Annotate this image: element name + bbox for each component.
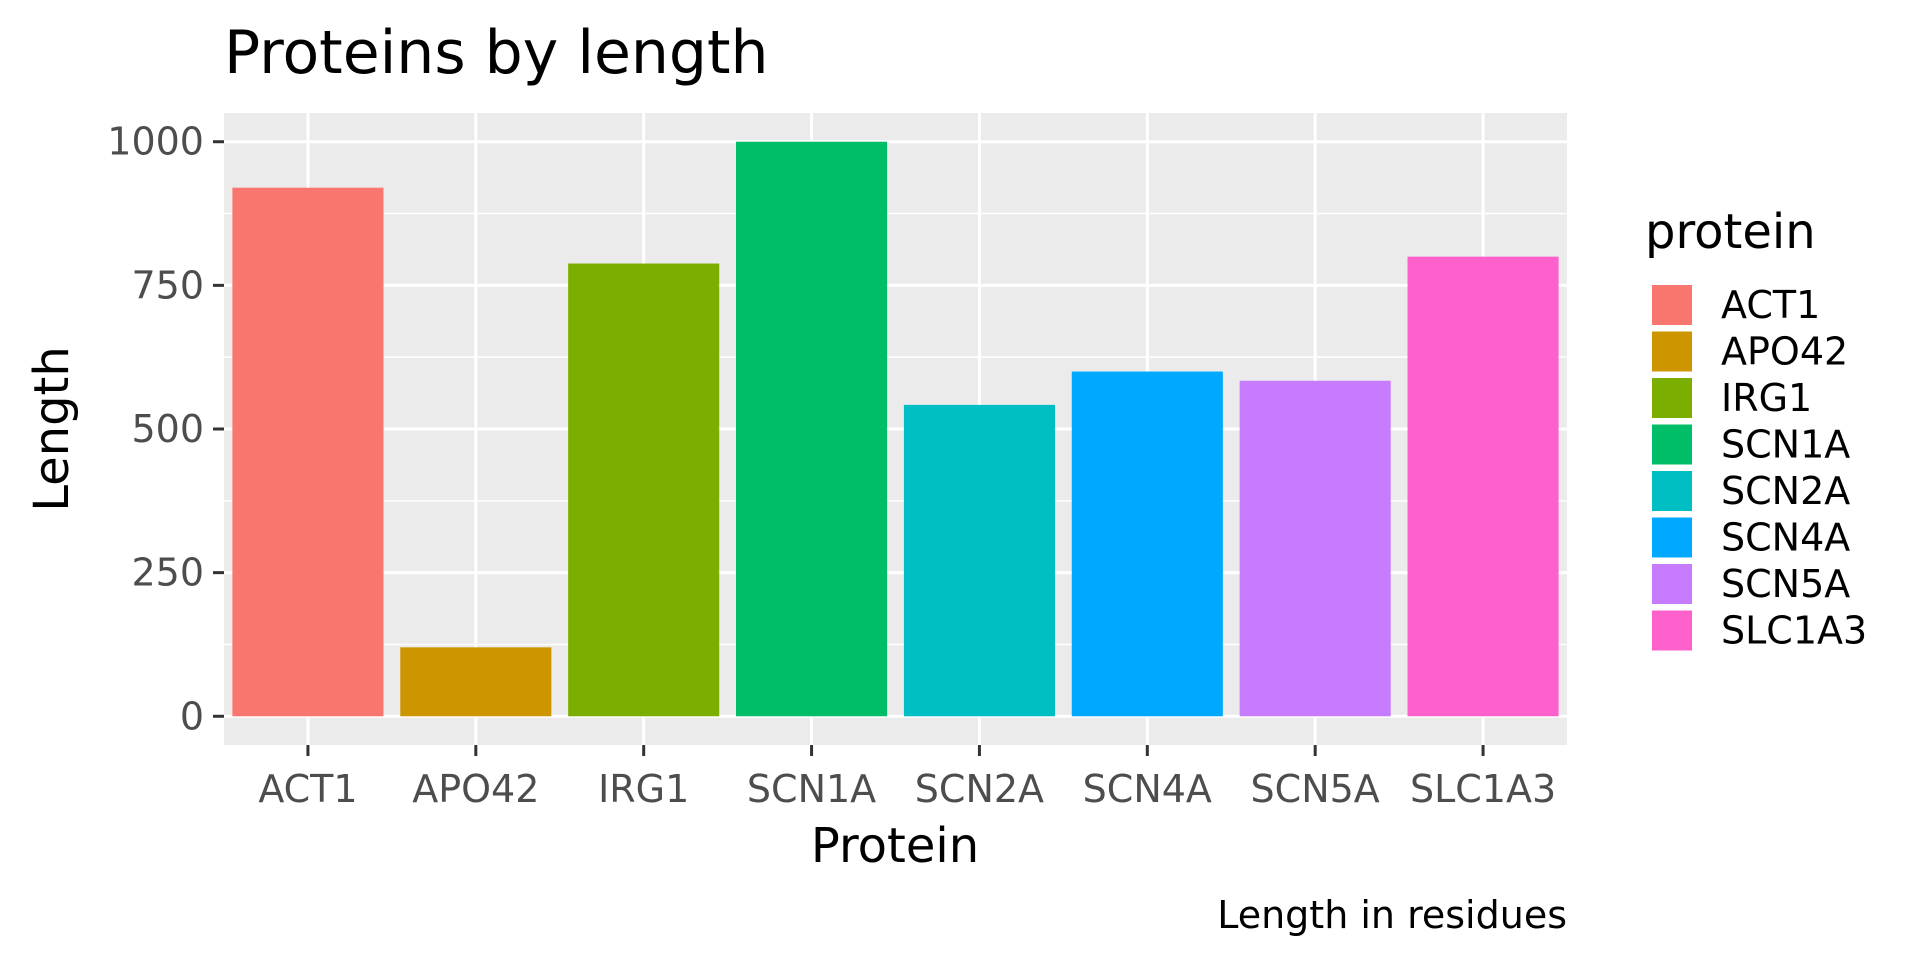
x-tick-label: SCN1A <box>747 767 876 811</box>
y-tick-label: 0 <box>180 694 204 738</box>
legend: protein ACT1APO42IRG1SCN1ASCN2ASCN4ASCN5… <box>1645 204 1867 653</box>
legend-key <box>1652 471 1692 511</box>
y-tick-label: 1000 <box>107 120 204 164</box>
legend-label: SCN5A <box>1721 562 1850 606</box>
y-tick-label: 250 <box>131 551 204 595</box>
legend-label: IRG1 <box>1721 376 1812 420</box>
chart-caption: Length in residues <box>1217 893 1567 937</box>
x-axis-title: Protein <box>811 818 979 874</box>
legend-key <box>1652 610 1692 651</box>
legend-label: SCN4A <box>1721 516 1850 560</box>
x-tick-label: IRG1 <box>598 767 689 811</box>
x-tick-label: ACT1 <box>258 767 357 811</box>
legend-label: SCN2A <box>1721 469 1850 513</box>
y-tick-label: 750 <box>131 263 204 307</box>
bar-apo42 <box>400 647 552 717</box>
legend-label: SCN1A <box>1721 423 1850 467</box>
x-axis: ACT1 APO42 IRG1 SCN1A SCN2A SCN4A SCN5A SLC1A3 <box>258 745 1556 811</box>
legend-key <box>1652 564 1692 604</box>
y-axis: 0 250 500 750 1000 <box>107 120 224 738</box>
legend-key <box>1652 285 1692 325</box>
legend-label: ACT1 <box>1721 283 1820 327</box>
bar-act1 <box>232 187 384 717</box>
bar-irg1 <box>568 263 720 717</box>
x-tick-label: SLC1A3 <box>1410 767 1556 811</box>
y-axis-title: Length <box>24 346 80 512</box>
x-tick-label: SCN2A <box>915 767 1044 811</box>
x-tick-label: SCN4A <box>1083 767 1212 811</box>
legend-key <box>1652 424 1692 465</box>
legend-key <box>1652 378 1692 418</box>
legend-title: protein <box>1645 204 1816 260</box>
bars <box>232 141 1559 717</box>
chart-title: Proteins by length <box>224 18 769 88</box>
bar-scn2a <box>903 404 1055 717</box>
x-tick-label: APO42 <box>412 767 539 811</box>
bar-scn4a <box>1071 371 1223 717</box>
legend-key <box>1652 331 1692 372</box>
x-tick-label: SCN5A <box>1251 767 1380 811</box>
legend-label: APO42 <box>1721 330 1848 374</box>
legend-key <box>1652 517 1692 558</box>
bar-slc1a3 <box>1407 256 1559 717</box>
bar-scn5a <box>1239 380 1391 717</box>
y-tick-label: 500 <box>131 407 204 451</box>
legend-label: SLC1A3 <box>1721 609 1867 653</box>
bar-scn1a <box>736 141 888 717</box>
